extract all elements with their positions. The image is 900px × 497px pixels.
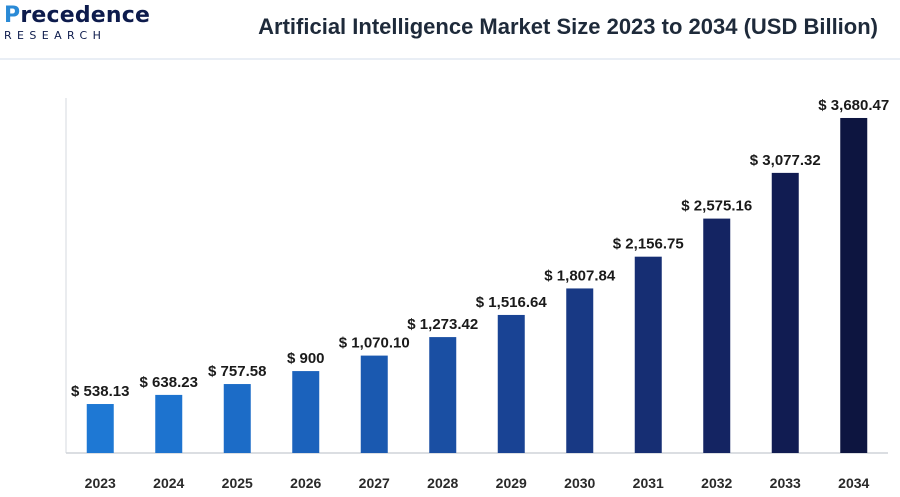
value-label-2029: $ 1,516.64	[476, 294, 548, 311]
value-label-2024: $ 638.23	[140, 374, 198, 391]
brand-logo: Precedence RESEARCH	[4, 4, 154, 46]
x-tick-2024: 2024	[153, 475, 184, 491]
logo-name: recedence	[20, 3, 151, 28]
x-tick-2026: 2026	[290, 475, 321, 491]
x-tick-2028: 2028	[427, 475, 458, 491]
x-tick-2029: 2029	[496, 475, 527, 491]
bar-2026	[292, 371, 320, 453]
value-label-2027: $ 1,070.10	[339, 335, 410, 352]
x-tick-2023: 2023	[85, 475, 116, 491]
value-label-2026: $ 900	[287, 350, 325, 367]
bar-2024	[155, 394, 183, 453]
bar-2027	[360, 355, 388, 453]
value-label-2031: $ 2,156.75	[613, 236, 684, 253]
logo-tagline: RESEARCH	[4, 29, 107, 42]
chart-title: Artificial Intelligence Market Size 2023…	[258, 14, 878, 39]
value-label-2023: $ 538.13	[71, 383, 129, 400]
bar-2031	[634, 256, 662, 453]
x-tick-2032: 2032	[701, 475, 732, 491]
bar-2028	[429, 337, 457, 453]
bar-2033	[771, 172, 799, 453]
value-label-2025: $ 757.58	[208, 363, 266, 380]
bar-2030	[566, 288, 594, 453]
bar-2034	[840, 117, 868, 454]
logo-wordmark: Precedence	[4, 4, 154, 28]
logo-initial: P	[4, 3, 21, 28]
value-label-2034: $ 3,680.47	[818, 97, 889, 114]
x-tick-2027: 2027	[359, 475, 390, 491]
bar-2025	[223, 384, 251, 453]
x-tick-2030: 2030	[564, 475, 595, 491]
x-tick-2031: 2031	[633, 475, 664, 491]
bar-2023	[86, 404, 114, 453]
x-tick-2034: 2034	[838, 475, 869, 491]
value-label-2030: $ 1,807.84	[544, 267, 616, 284]
value-label-2028: $ 1,273.42	[407, 316, 478, 333]
value-label-2032: $ 2,575.16	[681, 198, 752, 215]
bar-2032	[703, 218, 731, 453]
bar-2029	[497, 314, 525, 453]
x-tick-2025: 2025	[222, 475, 253, 491]
value-label-2033: $ 3,077.32	[750, 152, 821, 169]
header-divider	[0, 58, 900, 60]
x-tick-2033: 2033	[770, 475, 801, 491]
